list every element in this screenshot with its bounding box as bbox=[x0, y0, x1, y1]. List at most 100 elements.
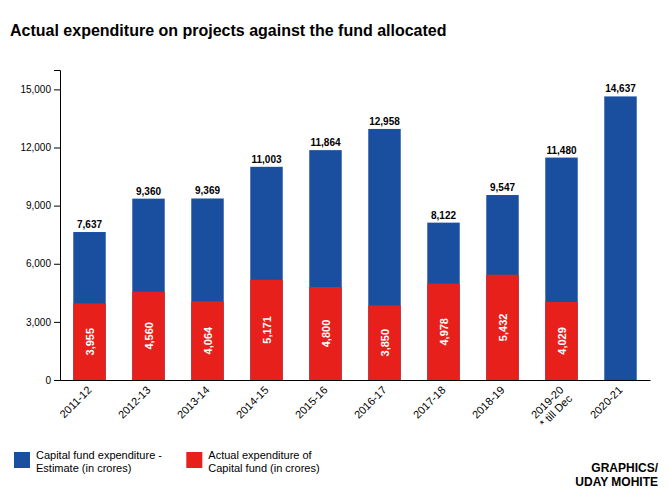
text-line: Estimate (in crores) bbox=[36, 462, 131, 474]
axis-line bbox=[61, 380, 651, 381]
data-label: 4,029 bbox=[556, 327, 568, 355]
tick-label: 0 bbox=[45, 375, 51, 386]
data-label: 9,360 bbox=[136, 186, 161, 197]
bar bbox=[545, 302, 577, 380]
bar bbox=[132, 292, 164, 380]
tick-label: 2014-15 bbox=[234, 384, 271, 421]
bar bbox=[250, 280, 282, 380]
legend-label: Actual expenditure ofCapital fund (in cr… bbox=[208, 449, 319, 474]
legend-swatch bbox=[14, 452, 30, 468]
tick-mark bbox=[54, 206, 60, 207]
annotation: GRAPHICS/UDAY MOHITE bbox=[575, 461, 658, 489]
tick-label: 2020-21 bbox=[588, 384, 625, 421]
bar bbox=[427, 284, 459, 380]
bars bbox=[73, 96, 636, 380]
data-label: 3,955 bbox=[84, 328, 96, 356]
bar bbox=[309, 150, 341, 380]
bar bbox=[368, 129, 400, 380]
data-label: 4,064 bbox=[202, 326, 214, 354]
bar bbox=[486, 275, 518, 380]
tick-label: 2011-12 bbox=[57, 384, 93, 420]
bar bbox=[73, 232, 105, 380]
text-line: 2018-19 bbox=[470, 384, 507, 421]
tick-label: 2016-17 bbox=[352, 384, 389, 421]
tick-mark bbox=[54, 380, 60, 381]
tick-mark bbox=[54, 264, 60, 265]
y-axis: 0 3,000 6,000 9,000 12,000 15,000 bbox=[20, 71, 60, 386]
tick-label: 6,000 bbox=[26, 258, 51, 269]
text-line: 2013-14 bbox=[175, 384, 212, 421]
x-axis: 2011-12 2012-13 2013-14 2014-15 2015-16 2016-… bbox=[57, 381, 650, 430]
text-line: UDAY MOHITE bbox=[575, 475, 658, 489]
legend-item: Capital fund expenditure -Estimate (in c… bbox=[14, 449, 162, 474]
tick: 2020-21 bbox=[588, 384, 625, 421]
tick-mark bbox=[54, 148, 60, 149]
bar bbox=[250, 167, 282, 380]
text-line: 2015-16 bbox=[293, 384, 330, 421]
data-labels: 7,637 9,360 9,369 11,003 11,864 12,958 8,122 9,… bbox=[77, 83, 636, 356]
tick-label: 3,000 bbox=[26, 317, 51, 328]
bar bbox=[604, 96, 636, 380]
data-label: 4,560 bbox=[143, 322, 155, 350]
text-line: Capital fund (in crores) bbox=[208, 462, 319, 474]
bar bbox=[73, 303, 105, 380]
text-line: Actual expenditure of bbox=[208, 449, 312, 461]
title: Actual expenditure on projects against t… bbox=[10, 22, 447, 39]
bar bbox=[368, 305, 400, 380]
data-label: 11,480 bbox=[546, 145, 576, 156]
tick: 2015-16 bbox=[293, 384, 330, 421]
tick-mark bbox=[54, 89, 60, 90]
tick: 2014-15 bbox=[234, 384, 271, 421]
data-label: 9,547 bbox=[490, 182, 515, 193]
tick-label: 2012-13 bbox=[116, 384, 153, 421]
legend-swatch bbox=[186, 452, 202, 468]
tick-label: 12,000 bbox=[20, 142, 51, 153]
tick-label: 9,000 bbox=[26, 200, 51, 211]
data-label: 11,864 bbox=[310, 137, 340, 148]
bar bbox=[309, 287, 341, 380]
data-label: 12,958 bbox=[369, 116, 400, 127]
data-label: 5,171 bbox=[261, 316, 273, 344]
text-line: GRAPHICS/ bbox=[591, 461, 658, 475]
data-label: 4,978 bbox=[438, 318, 450, 346]
data-label: 5,432 bbox=[497, 314, 509, 342]
tick: 12,000 bbox=[20, 142, 60, 153]
text-line: 2020-21 bbox=[588, 384, 625, 421]
tick: 6,000 bbox=[26, 258, 60, 269]
tick: 2018-19 bbox=[470, 384, 507, 421]
tick: 2016-17 bbox=[352, 384, 389, 421]
series bbox=[73, 275, 577, 380]
data-label: 3,850 bbox=[379, 329, 391, 357]
text-line: 2011-12 bbox=[57, 384, 93, 420]
text-line: 2016-17 bbox=[352, 384, 389, 421]
data-label: 14,637 bbox=[605, 83, 636, 94]
tick-label: 2018-19 bbox=[470, 384, 507, 421]
text-line: 2014-15 bbox=[234, 384, 271, 421]
plot: 0 3,000 6,000 9,000 12,000 15,000 7,637 9,360 9,… bbox=[20, 71, 650, 430]
bar bbox=[545, 158, 577, 380]
text-line: 2012-13 bbox=[116, 384, 153, 421]
text-line: * till Dec bbox=[537, 392, 574, 429]
data-label: 9,369 bbox=[195, 185, 220, 196]
tick: 2013-14 bbox=[175, 384, 212, 421]
text-line: Capital fund expenditure - bbox=[36, 449, 162, 461]
data-label: 4,800 bbox=[320, 320, 332, 348]
legend-item: Actual expenditure ofCapital fund (in cr… bbox=[186, 449, 319, 474]
legend: Capital fund expenditure -Estimate (in c… bbox=[14, 449, 320, 474]
data-label: 11,003 bbox=[251, 154, 281, 165]
tick: 3,000 bbox=[26, 317, 60, 328]
bar bbox=[486, 195, 518, 380]
tick: 2012-13 bbox=[116, 384, 153, 421]
tick-label: 2013-14 bbox=[175, 384, 212, 421]
data-label: 8,122 bbox=[431, 210, 456, 221]
bar bbox=[427, 223, 459, 380]
tick-label: 2019-20* till Dec bbox=[529, 383, 575, 429]
tick: 9,000 bbox=[26, 200, 60, 211]
chart: Actual expenditure on projects against t… bbox=[0, 0, 670, 501]
data-label: 7,637 bbox=[77, 219, 102, 230]
tick-label: 2017-18 bbox=[411, 384, 448, 421]
tick: 2019-20* till Dec bbox=[529, 383, 575, 429]
tick-label: 15,000 bbox=[20, 84, 51, 95]
tick-label: 2015-16 bbox=[293, 384, 330, 421]
tick-mark bbox=[54, 322, 60, 323]
